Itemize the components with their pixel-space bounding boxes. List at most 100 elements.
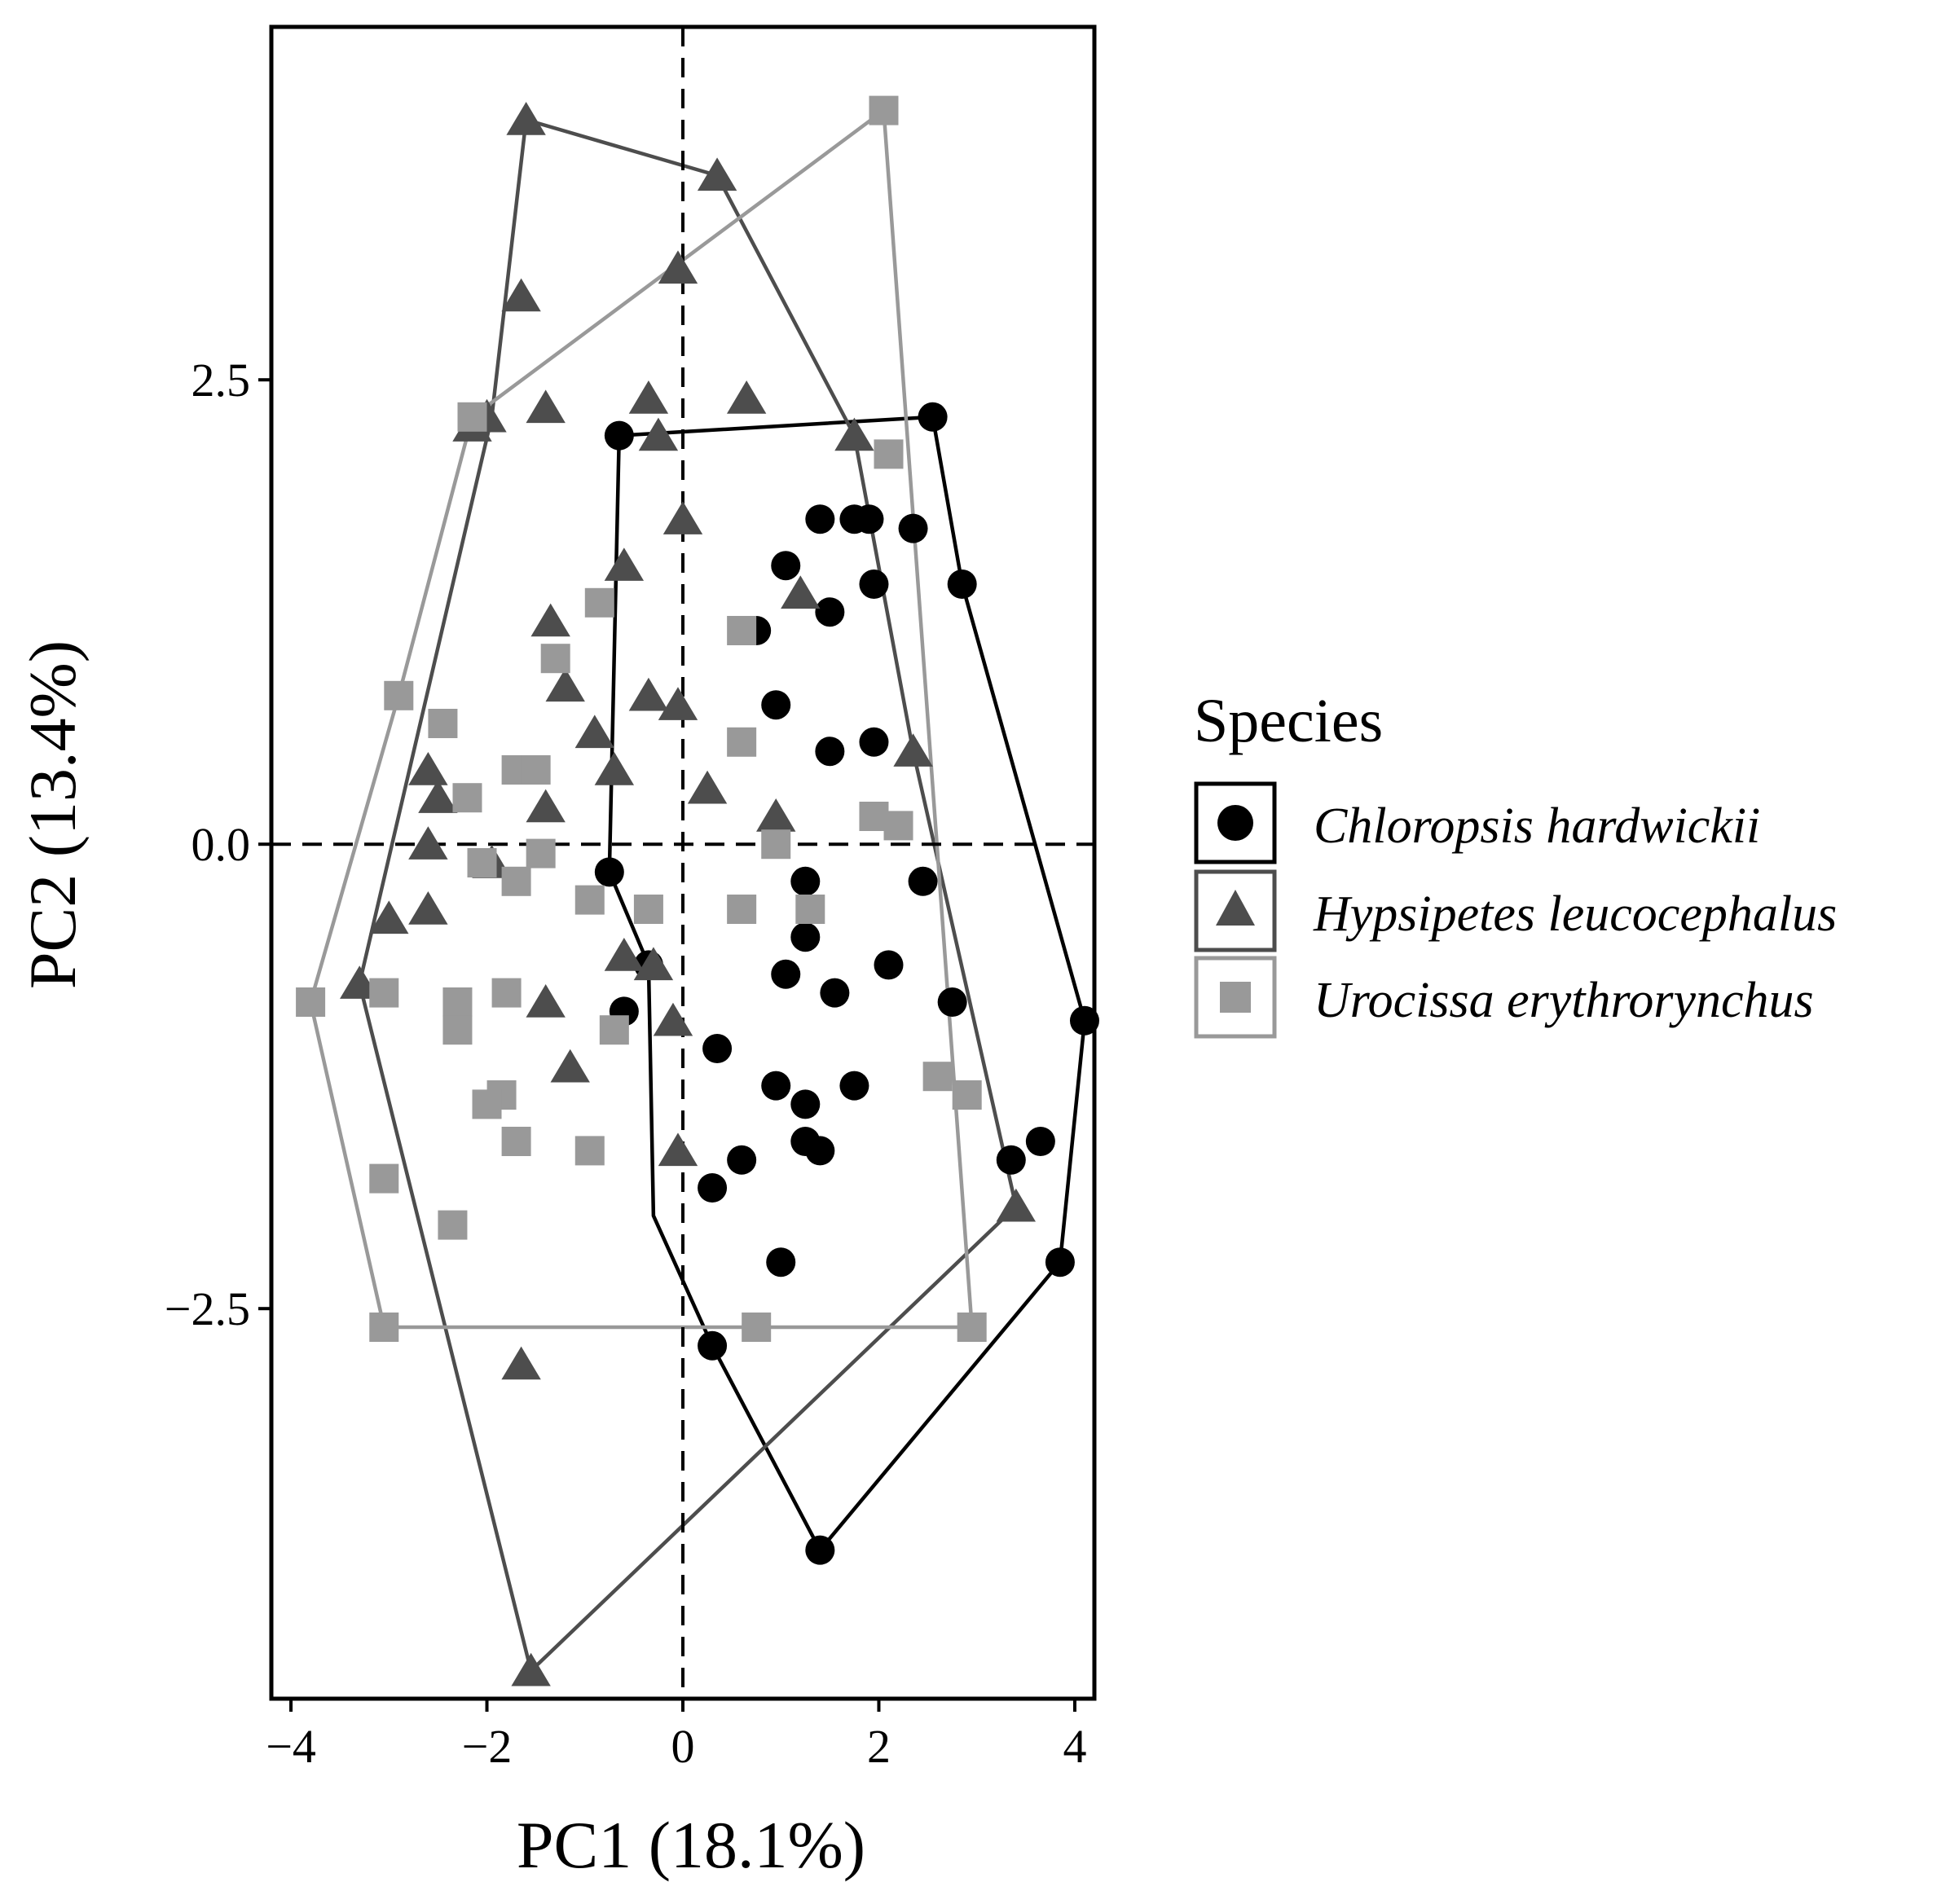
point-series-1-37: [996, 1188, 1037, 1222]
legend-label-chloropsis: Chloropsis hardwickii: [1314, 798, 1760, 854]
x-axis: −4 −2 0 2 4: [266, 1699, 1086, 1773]
point-series-2-10: [521, 755, 551, 785]
point-series-1-18: [574, 715, 614, 749]
point-series-0-13: [859, 727, 889, 757]
point-series-1-26: [408, 826, 448, 860]
point-series-2-19: [633, 895, 663, 924]
point-series-2-23: [369, 978, 399, 1008]
point-series-2-21: [795, 895, 825, 924]
legend-square-icon: [1220, 982, 1251, 1013]
point-series-0-23: [937, 987, 967, 1017]
hull-series-1: [357, 117, 1019, 1673]
point-series-2-3: [584, 587, 614, 618]
point-series-0-35: [766, 1247, 796, 1277]
point-series-2-6: [384, 680, 414, 710]
point-series-1-35: [550, 1049, 590, 1083]
point-series-0-14: [594, 857, 624, 887]
x-tick-label-2: 0: [671, 1720, 695, 1773]
point-series-2-5: [540, 644, 570, 674]
legend-label-urocissa: Urocissa erythrorynchus: [1314, 973, 1814, 1028]
point-series-1-4: [628, 380, 669, 414]
point-series-2-37: [742, 1313, 772, 1342]
legend-label-hypsipetes: Hypsipetes leucocephalus: [1313, 886, 1837, 942]
legend-item-chloropsis: Chloropsis hardwickii: [1194, 781, 1760, 864]
point-series-1-22: [418, 780, 458, 813]
point-series-2-13: [883, 811, 913, 841]
convex-hulls: [308, 108, 1087, 1673]
point-series-1-39: [511, 1652, 551, 1686]
point-series-0-1: [918, 402, 948, 432]
point-series-1-23: [687, 770, 728, 804]
data-points: [296, 95, 1099, 1686]
point-series-0-19: [771, 959, 801, 989]
point-series-2-0: [869, 95, 899, 125]
legend-circle-icon: [1217, 805, 1253, 841]
point-series-0-17: [790, 922, 821, 952]
point-series-2-34: [369, 1163, 399, 1194]
point-series-1-32: [633, 947, 674, 981]
legend-item-urocissa: Urocissa erythrorynchus: [1194, 956, 1814, 1039]
point-series-2-31: [472, 1089, 502, 1119]
point-series-0-38: [805, 1535, 835, 1565]
point-series-0-20: [874, 950, 904, 980]
point-series-0-4: [854, 504, 884, 534]
y-tick-label-2: 2.5: [191, 354, 251, 407]
point-series-1-13: [781, 575, 821, 609]
point-series-1-1: [697, 157, 737, 191]
point-series-2-17: [501, 866, 531, 896]
point-series-0-0: [604, 420, 634, 451]
point-series-0-27: [839, 1071, 869, 1101]
point-series-2-18: [574, 885, 605, 915]
point-series-1-33: [526, 984, 566, 1018]
point-series-1-6: [526, 389, 566, 424]
point-series-2-29: [952, 1080, 982, 1110]
point-series-0-9: [815, 597, 845, 627]
point-series-2-7: [428, 709, 458, 738]
point-series-2-25: [442, 987, 473, 1017]
point-series-0-7: [859, 569, 889, 599]
point-series-0-25: [702, 1034, 733, 1063]
legend: Species Chloropsis hardwickii Hypsipetes…: [1194, 687, 1837, 1039]
point-series-2-8: [727, 727, 757, 757]
point-series-1-28: [369, 900, 409, 934]
point-series-0-16: [908, 866, 938, 896]
point-series-2-2: [874, 439, 904, 469]
point-series-2-1: [457, 402, 487, 432]
point-series-2-26: [442, 1015, 473, 1045]
point-series-0-6: [771, 551, 801, 581]
legend-triangle-icon: [1216, 890, 1255, 926]
point-series-1-24: [526, 789, 566, 823]
point-series-0-31: [805, 1136, 835, 1166]
y-tick-label-0: −2.5: [165, 1282, 250, 1335]
point-series-2-24: [491, 978, 522, 1008]
point-series-0-37: [698, 1330, 728, 1361]
point-series-1-5: [726, 380, 767, 414]
point-series-1-9: [638, 417, 679, 451]
point-series-2-33: [574, 1136, 605, 1166]
x-tick-label-0: −4: [266, 1720, 316, 1773]
point-series-2-15: [526, 838, 556, 868]
point-series-0-11: [761, 690, 791, 720]
point-series-2-35: [438, 1210, 468, 1240]
y-axis: −2.5 0.0 2.5: [165, 354, 271, 1335]
point-series-1-14: [530, 603, 570, 637]
point-series-2-32: [501, 1127, 531, 1156]
point-series-1-3: [501, 278, 541, 312]
hull-series-0: [607, 415, 1087, 1552]
point-series-0-22: [820, 978, 850, 1008]
x-tick-label-3: 2: [867, 1720, 891, 1773]
point-series-1-25: [756, 798, 796, 832]
point-series-1-21: [594, 752, 635, 785]
point-series-0-36: [1045, 1247, 1075, 1277]
point-series-2-16: [467, 848, 497, 877]
x-tick-label-1: −2: [462, 1720, 513, 1773]
point-series-0-8: [947, 569, 977, 599]
point-series-0-32: [727, 1145, 757, 1175]
point-series-1-29: [408, 891, 448, 925]
point-series-1-16: [628, 677, 669, 711]
reference-lines: [271, 27, 1094, 1699]
legend-item-hypsipetes: Hypsipetes leucocephalus: [1194, 869, 1837, 952]
point-series-0-2: [805, 504, 835, 534]
point-series-1-15: [545, 668, 585, 702]
